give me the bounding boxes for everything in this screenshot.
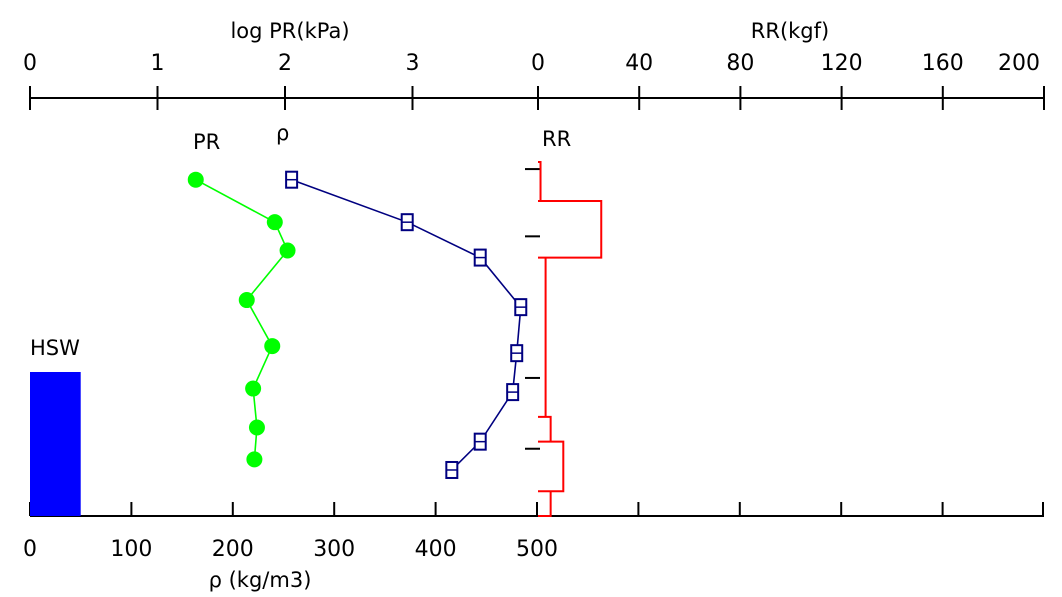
pr-point (248, 419, 265, 436)
pr-series-label: PR (193, 130, 220, 154)
top-pr-tick-label: 0 (23, 51, 37, 76)
top-rr-tick-label: 40 (625, 51, 653, 76)
rho-series-label: ρ (276, 121, 289, 145)
top-pr-tick-label: 2 (278, 51, 292, 76)
pr-point (266, 214, 283, 231)
top-axis-pr-title: log PR(kPa) (230, 19, 349, 43)
top-pr-tick-label: 3 (406, 51, 420, 76)
top-axis-rr-title: RR(kgf) (751, 19, 829, 43)
top-rr-tick-label: 0 (531, 51, 545, 76)
pr-point (187, 171, 204, 188)
top-rr-tick-label: 120 (821, 51, 863, 76)
pr-point (245, 380, 262, 397)
pr-point (238, 292, 255, 309)
pr-point (264, 338, 281, 355)
depth-ticks (525, 168, 540, 450)
bottom-rho-tick-label: 0 (23, 537, 37, 562)
top-axis-pr-ticks: 0 1 2 3 (23, 51, 420, 110)
rr-series-label: RR (542, 127, 571, 151)
bottom-rho-tick-label: 300 (313, 537, 355, 562)
bottom-rho-tick-label: 100 (110, 537, 152, 562)
bottom-rho-tick-label: 400 (415, 537, 457, 562)
top-rr-tick-label: 80 (726, 51, 754, 76)
top-pr-tick-label: 1 (151, 51, 165, 76)
pr-point (279, 242, 296, 259)
top-axis-rr-ticks: 0 40 80 120 160 200 (531, 51, 1045, 110)
rr-profile (538, 161, 603, 517)
hsw-bar (30, 372, 81, 516)
bottom-rho-tick-label: 200 (212, 537, 254, 562)
bottom-axis-rho-ticks: 0 100 200 300 400 500 (23, 502, 1044, 562)
series-layer (187, 170, 528, 479)
pr-point (246, 451, 263, 468)
hsw-label: HSW (30, 336, 80, 360)
bottom-rho-tick-label: 500 (516, 537, 558, 562)
bottom-axis-rho-title: ρ (kg/m3) (209, 568, 312, 592)
top-rr-tick-label: 160 (922, 51, 964, 76)
top-rr-tick-label: 200 (998, 51, 1040, 76)
